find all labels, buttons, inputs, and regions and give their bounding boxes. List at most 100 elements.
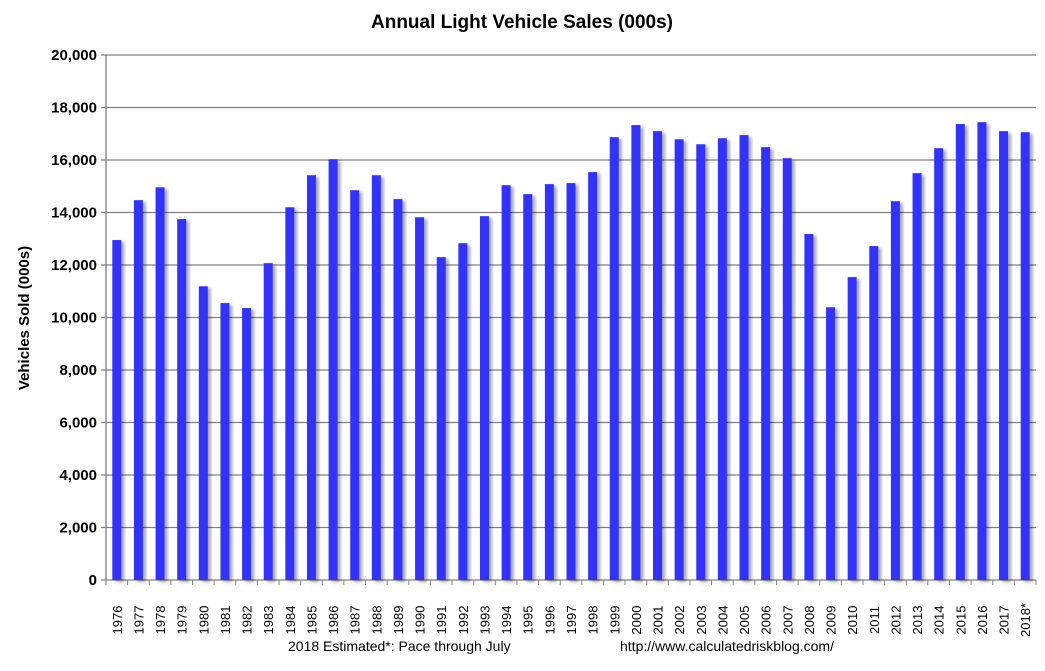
bar-2015 (955, 124, 965, 580)
x-tick-label: 1986 (326, 606, 341, 635)
bar-2016 (977, 122, 987, 580)
y-tick-label: 18,000 (51, 100, 97, 117)
bar-1988 (371, 175, 381, 580)
bar-2009 (826, 307, 836, 580)
chart-title: Annual Light Vehicle Sales (000s) (371, 12, 673, 33)
bar-1979 (177, 219, 187, 580)
bar-2013 (912, 173, 922, 580)
bar-2007 (782, 158, 792, 580)
bar-2004 (717, 138, 727, 580)
bar-1982 (242, 308, 252, 580)
bar-2005 (739, 135, 749, 580)
x-tick-label: 1998 (586, 606, 601, 635)
x-tick-label: 1979 (175, 606, 190, 635)
y-tick-label: 20,000 (51, 47, 97, 64)
y-tick-label: 2,000 (59, 520, 97, 537)
x-tick-label: 2006 (759, 606, 774, 635)
bar-2011 (869, 246, 879, 580)
bar-1995 (523, 194, 533, 580)
bar-2002 (674, 139, 684, 580)
bar-1998 (588, 172, 598, 580)
x-tick-label: 1995 (521, 606, 536, 635)
bar-1977 (133, 200, 143, 580)
bar-1994 (501, 185, 511, 580)
x-tick-label: 1999 (607, 606, 622, 635)
x-tick-label: 2007 (780, 606, 795, 635)
x-tick-label: 1994 (499, 606, 514, 635)
x-tick-label: 1978 (153, 606, 168, 635)
y-tick-label: 8,000 (59, 362, 97, 379)
x-tick-label: 2014 (932, 606, 947, 635)
y-tick-label: 0 (89, 572, 97, 589)
bar-2003 (696, 144, 706, 580)
x-tick-label: 2001 (651, 606, 666, 635)
x-tick-label: 2015 (953, 606, 968, 635)
footer-source: http://www.calculatedriskblog.com/ (620, 638, 834, 654)
y-tick-label: 6,000 (59, 415, 97, 432)
bar-1978 (155, 187, 165, 581)
x-tick-label: 2013 (910, 606, 925, 635)
y-axis-label: Vehicles Sold (000s) (16, 246, 33, 390)
y-tick-label: 10,000 (51, 310, 97, 327)
bar-1993 (479, 216, 489, 581)
x-tick-label: 2016 (975, 606, 990, 635)
x-tick-label: 2004 (715, 606, 730, 635)
x-tick-label: 1988 (369, 606, 384, 635)
x-tick-label: 1989 (391, 606, 406, 635)
x-tick-label: 2018* (1018, 603, 1033, 637)
bar-1981 (220, 303, 230, 580)
y-tick-label: 4,000 (59, 467, 97, 484)
x-tick-label: 1981 (218, 606, 233, 635)
y-tick-label: 14,000 (51, 205, 97, 222)
bar-1997 (566, 183, 576, 580)
x-tick-label: 1980 (196, 606, 211, 635)
bar-1990 (415, 217, 425, 580)
bar-2008 (804, 234, 814, 580)
x-tick-label: 2011 (867, 606, 882, 634)
x-tick-label: 2000 (629, 606, 644, 635)
x-tick-label: 1992 (456, 606, 471, 635)
bar-1992 (458, 243, 468, 580)
bar-2017 (999, 131, 1009, 580)
bar-2012 (890, 201, 900, 580)
bar-1976 (112, 240, 122, 580)
x-tick-label: 2005 (737, 606, 752, 635)
bar-1989 (393, 199, 403, 581)
bar-1983 (263, 263, 273, 580)
x-tick-label: 1976 (110, 606, 125, 635)
x-tick-label: 1991 (434, 606, 449, 635)
x-tick-label: 1982 (240, 606, 255, 635)
x-tick-label: 1997 (564, 606, 579, 635)
bar-2000 (631, 125, 641, 581)
x-tick-label: 2008 (802, 606, 817, 635)
bar-1985 (306, 175, 316, 580)
bar-1980 (198, 286, 208, 580)
bar-2006 (761, 147, 771, 580)
x-tick-label: 2010 (845, 606, 860, 635)
bar-1991 (436, 257, 446, 580)
bar-2014 (934, 148, 944, 580)
x-tick-label: 2003 (694, 606, 709, 635)
x-tick-label: 1987 (348, 606, 363, 635)
y-tick-label: 16,000 (51, 152, 97, 169)
bar-1999 (609, 137, 619, 580)
x-tick-label: 1977 (131, 606, 146, 635)
x-tick-label: 1985 (304, 606, 319, 635)
x-tick-label: 1984 (283, 606, 298, 635)
bar-2001 (653, 131, 663, 580)
bar-1986 (328, 159, 338, 580)
x-tick-label: 2017 (997, 606, 1012, 635)
x-tick-label: 1993 (477, 606, 492, 635)
bar-1987 (350, 190, 360, 580)
y-tick-label: 12,000 (51, 257, 97, 274)
x-tick-label: 1990 (413, 606, 428, 635)
bar-2018* (1020, 132, 1030, 581)
bar-1996 (544, 184, 554, 580)
x-tick-label: 2012 (888, 606, 903, 635)
x-tick-label: 2009 (824, 606, 839, 635)
footer-note: 2018 Estimated*: Pace through July (288, 638, 511, 654)
x-tick-label: 1983 (261, 606, 276, 635)
bar-2010 (847, 277, 857, 580)
x-tick-label: 1996 (542, 606, 557, 635)
